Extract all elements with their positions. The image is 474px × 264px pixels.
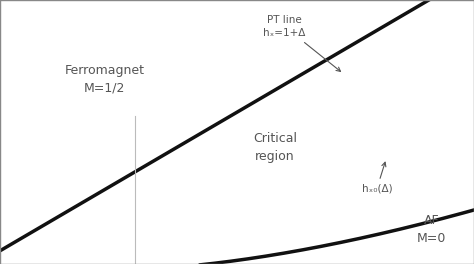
Text: PT line
hₓ=1+Δ: PT line hₓ=1+Δ	[263, 15, 340, 71]
Text: hₓ₀(Δ): hₓ₀(Δ)	[362, 162, 392, 194]
Text: Ferromagnet
M=1/2: Ferromagnet M=1/2	[64, 64, 144, 95]
Text: Critical
region: Critical region	[253, 132, 297, 163]
Text: AF
M=0: AF M=0	[417, 214, 446, 245]
